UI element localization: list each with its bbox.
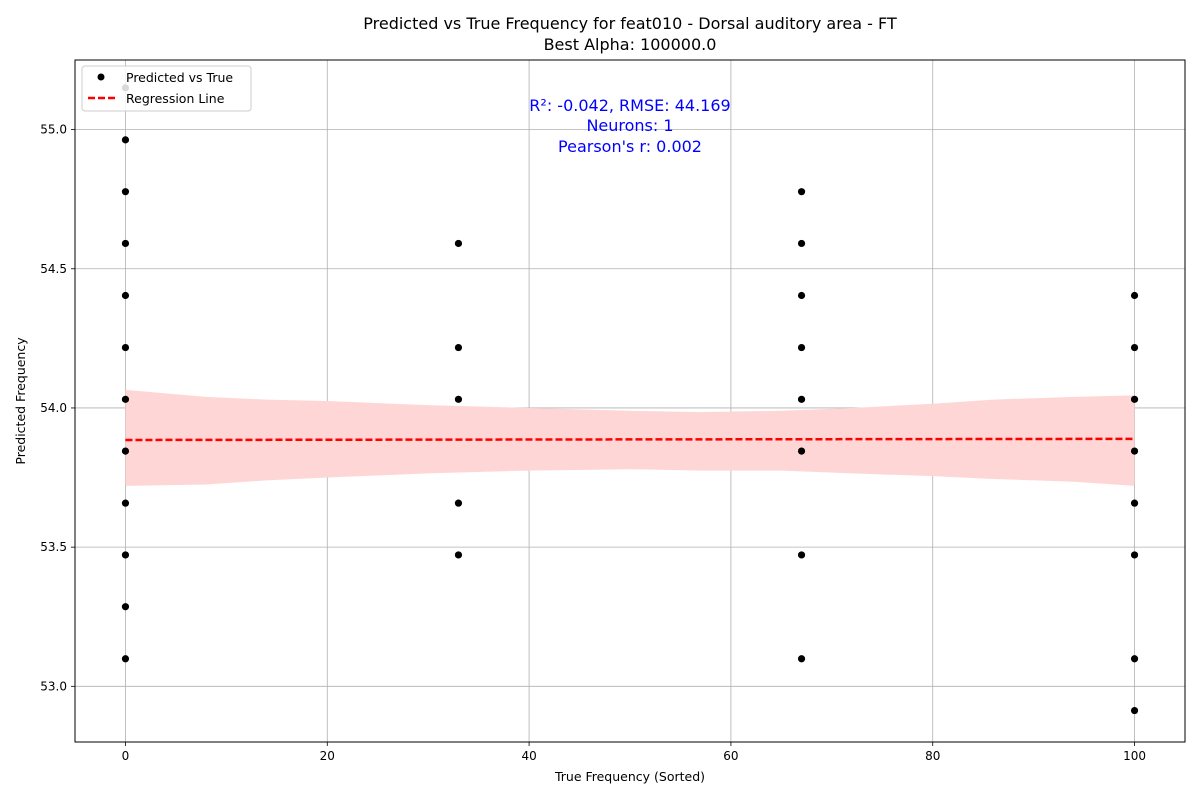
x-tick-label: 0 — [122, 749, 130, 763]
x-tick-label: 40 — [521, 749, 536, 763]
scatter-point — [797, 447, 806, 455]
legend-label-scatter: Predicted vs True — [126, 70, 233, 85]
confidence-band — [125, 389, 1135, 486]
scatter-point — [797, 239, 806, 248]
x-tick-label: 80 — [925, 749, 940, 763]
x-tick-label: 60 — [723, 749, 738, 763]
scatter-point — [121, 447, 130, 455]
chart-title: Predicted vs True Frequency for feat010 … — [363, 14, 897, 33]
scatter-point — [797, 395, 806, 403]
annotation-neurons: Neurons: 1 — [586, 116, 673, 135]
scatter-point — [797, 551, 806, 559]
scatter-point — [454, 551, 463, 559]
x-tick-label: 100 — [1123, 749, 1146, 763]
annotation-r2-rmse: R²: -0.042, RMSE: 44.169 — [529, 96, 730, 115]
legend-box — [81, 65, 252, 112]
legend-label-line: Regression Line — [126, 91, 225, 106]
y-tick-label: 55.0 — [40, 123, 67, 137]
y-tick-label: 54.5 — [40, 262, 67, 276]
x-ticks: 0 20 40 60 80 100 — [122, 742, 1146, 763]
y-tick-label: 53.0 — [40, 679, 67, 693]
annotation-pearson: Pearson's r: 0.002 — [558, 137, 702, 156]
y-tick-label: 53.5 — [40, 540, 67, 554]
scatter-point — [1130, 706, 1139, 715]
scatter-point — [797, 343, 806, 352]
scatter-point — [121, 551, 130, 559]
scatter-point — [454, 395, 463, 403]
y-ticks: 53.0 53.5 54.0 54.5 55.0 — [40, 123, 75, 693]
scatter-point — [1130, 343, 1139, 352]
scatter-point — [454, 239, 463, 248]
scatter-point — [1130, 291, 1139, 300]
confidence-band-layer — [125, 389, 1135, 486]
y-tick-label: 54.0 — [40, 401, 67, 415]
x-axis-label: True Frequency (Sorted) — [554, 769, 705, 784]
stats-annotation: R²: -0.042, RMSE: 44.169 Neurons: 1 Pear… — [529, 96, 730, 156]
scatter-point — [797, 291, 806, 300]
y-axis-label: Predicted Frequency — [13, 337, 28, 465]
legend-marker-scatter — [97, 73, 105, 81]
x-tick-label: 20 — [320, 749, 335, 763]
scatter-point — [121, 603, 130, 611]
scatter-point — [454, 499, 463, 507]
scatter-point — [121, 188, 130, 196]
scatter-point — [1130, 447, 1139, 455]
scatter-point — [121, 395, 130, 403]
scatter-point — [1130, 499, 1139, 507]
plot-frame — [74, 59, 1186, 743]
regression-line-layer — [125, 437, 1135, 442]
chart-subtitle: Best Alpha: 100000.0 — [544, 35, 717, 54]
scatter-point — [1130, 551, 1139, 559]
scatter-point — [121, 239, 130, 248]
scatter-point — [797, 655, 806, 663]
scatter-point — [121, 291, 130, 300]
scatter-point — [454, 343, 463, 352]
scatter-point — [797, 188, 806, 196]
scatter-point — [121, 655, 130, 663]
scatter-point — [1130, 655, 1139, 663]
scatter-point — [1130, 395, 1139, 403]
scatter-point — [121, 343, 130, 352]
legend: Predicted vs True Regression Line — [81, 65, 252, 112]
scatter-points — [121, 84, 1139, 715]
regression-line — [125, 437, 1135, 442]
scatter-point — [121, 499, 130, 507]
scatter-point — [121, 136, 130, 144]
